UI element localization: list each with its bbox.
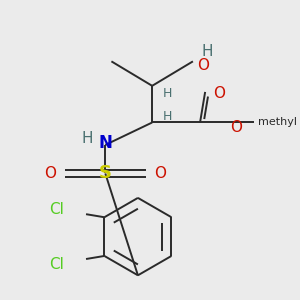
- Text: O: O: [230, 120, 242, 135]
- Text: H: H: [162, 88, 172, 100]
- Text: O: O: [154, 166, 166, 181]
- Text: H: H: [162, 110, 172, 123]
- Text: O: O: [44, 166, 56, 181]
- Text: N: N: [98, 134, 112, 152]
- Text: methyl: methyl: [258, 118, 297, 128]
- Text: O: O: [197, 58, 209, 73]
- Text: H: H: [201, 44, 213, 59]
- Text: S: S: [99, 164, 112, 182]
- Text: H: H: [81, 131, 93, 146]
- Text: Cl: Cl: [49, 202, 64, 217]
- Text: Cl: Cl: [49, 256, 64, 272]
- Text: O: O: [213, 86, 225, 101]
